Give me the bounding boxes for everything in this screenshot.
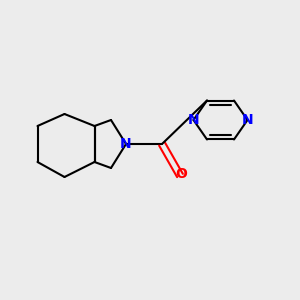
Text: N: N [120, 137, 132, 151]
Text: N: N [242, 113, 253, 127]
Text: O: O [176, 167, 188, 181]
Text: N: N [188, 113, 199, 127]
